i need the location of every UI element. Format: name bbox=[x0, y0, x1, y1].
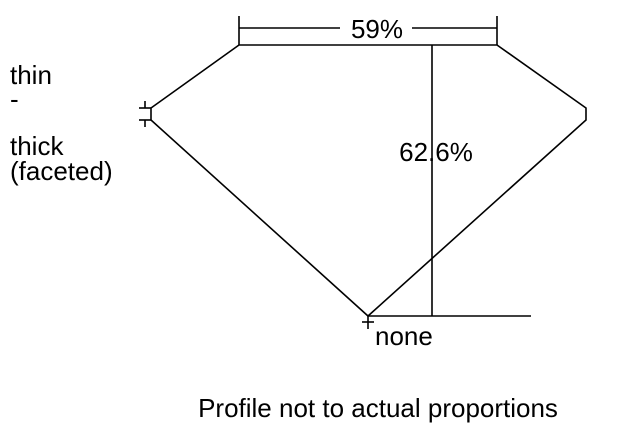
girdle-label-line-2: - bbox=[10, 84, 19, 114]
girdle-label-line-4: (faceted) bbox=[10, 156, 113, 186]
table-percentage-label: 59% bbox=[351, 14, 403, 44]
girdle-label-line-1: thin bbox=[10, 60, 52, 90]
depth-percentage-label: 62.6% bbox=[399, 137, 473, 167]
culet-label: none bbox=[375, 321, 433, 351]
caption: Profile not to actual proportions bbox=[198, 393, 558, 423]
gem-outline bbox=[150, 44, 587, 318]
girdle-label-line-3: thick bbox=[10, 131, 64, 161]
